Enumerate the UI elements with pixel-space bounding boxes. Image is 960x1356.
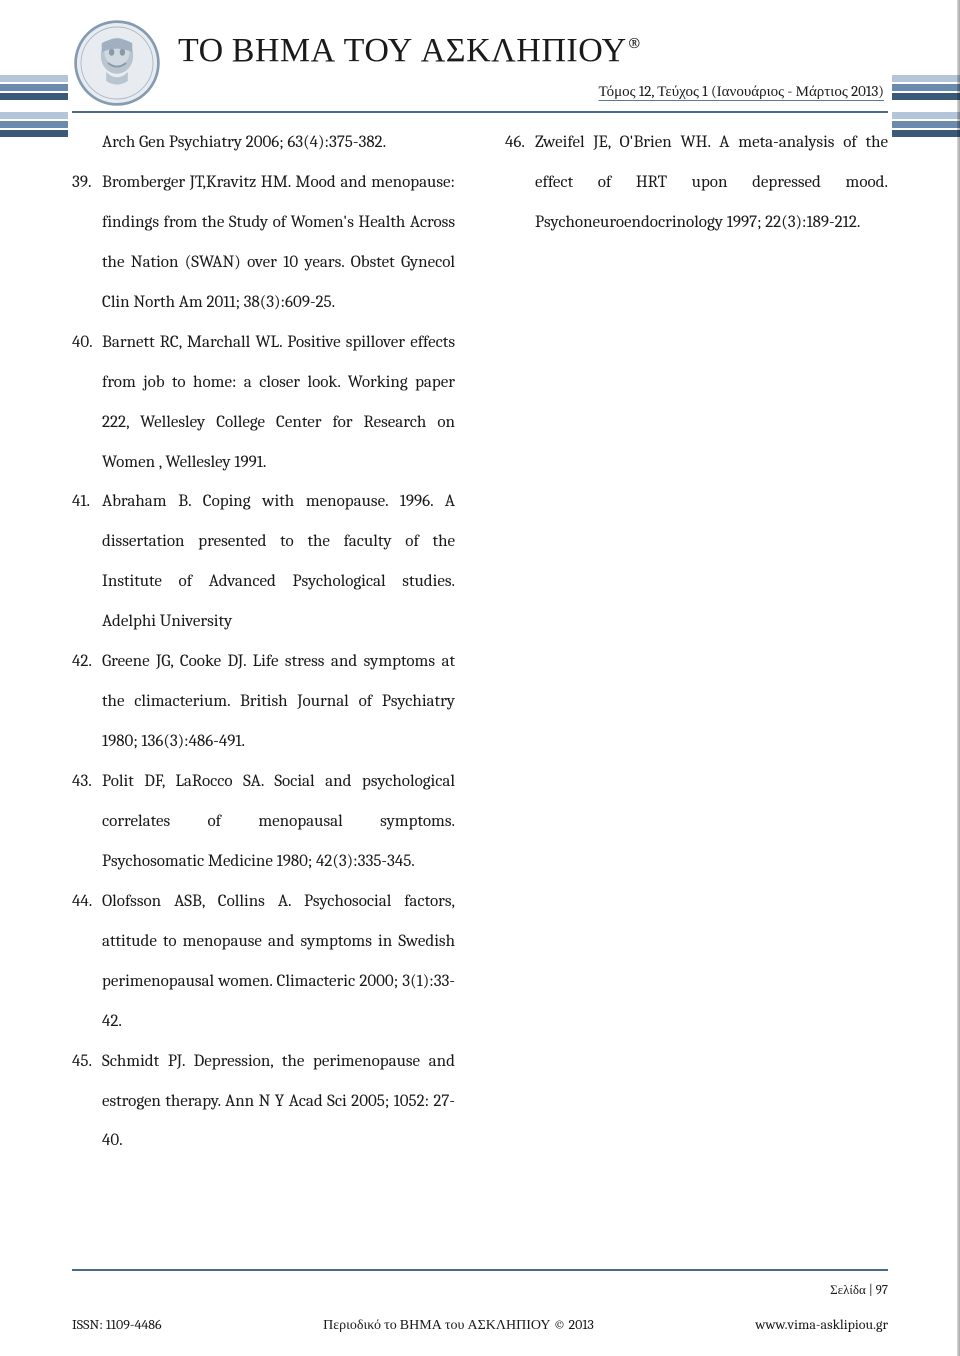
reference-number: 40. (72, 323, 102, 483)
header: ΤΟ ΒΗΜΑ ΤΟΥ ΑΣΚΛΗΠΙΟΥ® Τόμος 12, Τεύχος … (72, 18, 888, 108)
bar (892, 84, 960, 91)
reference-item: 44.Olofsson ASB, Collins A. Psychosocial… (72, 882, 455, 1042)
reference-item: 40.Barnett RC, Marchall WL. Positive spi… (72, 323, 455, 483)
reference-text: Schmidt PJ. Depression, the perimenopaus… (102, 1042, 455, 1162)
bar (0, 75, 68, 82)
journal-title-text: ΤΟ ΒΗΜΑ ΤΟΥ ΑΣΚΛΗΠΙΟΥ (178, 30, 627, 70)
footer-issn: ISSN: 1109-4486 (72, 1316, 162, 1334)
reference-continuation: Arch Gen Psychiatry 2006; 63(4):375-382. (72, 123, 455, 163)
header-text: ΤΟ ΒΗΜΑ ΤΟΥ ΑΣΚΛΗΠΙΟΥ® Τόμος 12, Τεύχος … (178, 18, 888, 101)
bar-gap (892, 102, 960, 110)
bar (0, 84, 68, 91)
bar-gap (0, 102, 68, 110)
issue-info: Τόμος 12, Τεύχος 1 (Ιανουάριος - Μάρτιος… (178, 82, 888, 101)
reference-item: 42.Greene JG, Cooke DJ. Life stress and … (72, 642, 455, 762)
reference-text: Bromberger JT,Kravitz HM. Mood and menop… (102, 163, 455, 323)
bar (892, 75, 960, 82)
page-number: Σελίδα | 97 (830, 1282, 888, 1298)
footer-copyright: Περιοδικό το ΒΗΜΑ του ΑΣΚΛΗΠΙΟΥ © 2013 (323, 1316, 594, 1334)
registered-mark: ® (627, 33, 643, 54)
reference-item: 45.Schmidt PJ. Depression, the perimenop… (72, 1042, 455, 1162)
reference-number: 39. (72, 163, 102, 323)
bar (0, 121, 68, 128)
reference-text: Zweifel JE, O'Brien WH. A meta-analysis … (535, 123, 888, 243)
decorative-bars-left (0, 75, 68, 139)
bar (892, 112, 960, 119)
footer-url: www.vima-asklipiou.gr (755, 1316, 888, 1334)
bar (0, 112, 68, 119)
reference-number: 44. (72, 882, 102, 1042)
footer-line: ISSN: 1109-4486 Περιοδικό το ΒΗΜΑ του ΑΣ… (72, 1316, 888, 1334)
bar (892, 121, 960, 128)
reference-number: 43. (72, 762, 102, 882)
reference-text: Barnett RC, Marchall WL. Positive spillo… (102, 323, 455, 483)
bar (892, 130, 960, 137)
reference-item: 43.Polit DF, LaRocco SA. Social and psyc… (72, 762, 455, 882)
reference-text: Polit DF, LaRocco SA. Social and psychol… (102, 762, 455, 882)
reference-text: Abraham B. Coping with menopause. 1996. … (102, 482, 455, 642)
reference-item: 41.Abraham B. Coping with menopause. 199… (72, 482, 455, 642)
reference-item: 39.Bromberger JT,Kravitz HM. Mood and me… (72, 163, 455, 323)
right-column: 46.Zweifel JE, O'Brien WH. A meta-analys… (505, 123, 888, 1161)
header-rule (72, 111, 888, 113)
reference-number: 46. (505, 123, 535, 243)
page-content: ΤΟ ΒΗΜΑ ΤΟΥ ΑΣΚΛΗΠΙΟΥ® Τόμος 12, Τεύχος … (72, 18, 888, 1161)
journal-logo-icon (72, 18, 162, 108)
bar (0, 93, 68, 100)
bar (0, 130, 68, 137)
bar (892, 93, 960, 100)
left-column: Arch Gen Psychiatry 2006; 63(4):375-382.… (72, 123, 455, 1161)
reference-item: 46.Zweifel JE, O'Brien WH. A meta-analys… (505, 123, 888, 243)
reference-number: 42. (72, 642, 102, 762)
reference-text: Olofsson ASB, Collins A. Psychosocial fa… (102, 882, 455, 1042)
reference-number: 45. (72, 1042, 102, 1162)
reference-columns: Arch Gen Psychiatry 2006; 63(4):375-382.… (72, 123, 888, 1161)
footer-rule (72, 1269, 888, 1271)
decorative-bars-right (892, 75, 960, 139)
journal-title: ΤΟ ΒΗΜΑ ΤΟΥ ΑΣΚΛΗΠΙΟΥ® (178, 30, 888, 70)
reference-number: 41. (72, 482, 102, 642)
reference-text: Greene JG, Cooke DJ. Life stress and sym… (102, 642, 455, 762)
